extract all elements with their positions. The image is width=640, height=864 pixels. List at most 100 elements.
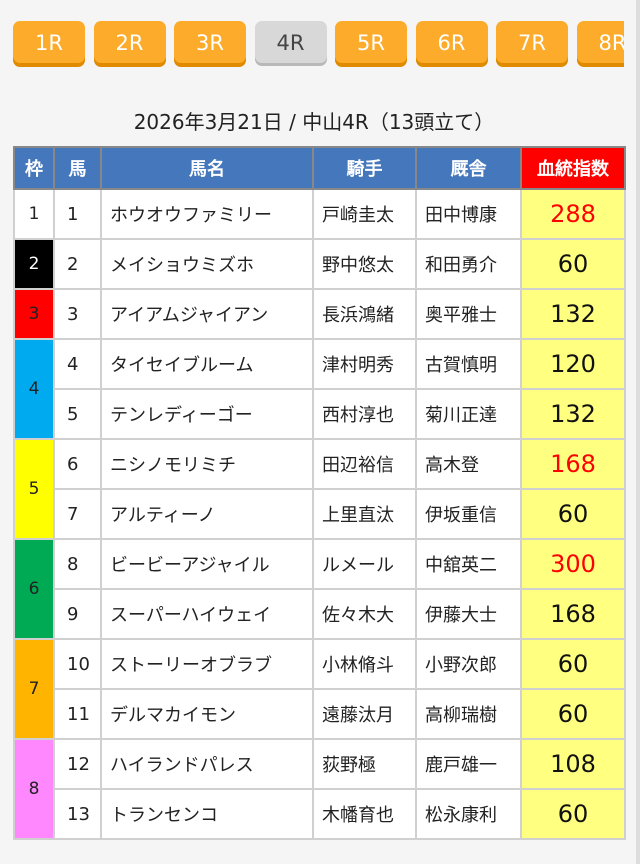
table-row: 1 1 ホウオウファミリー 戸崎圭太 田中博康 288: [13, 188, 626, 240]
jockey: 木幡育也: [312, 788, 417, 840]
horse-name[interactable]: ビービーアジャイル: [100, 538, 314, 590]
header-frame: 枠: [13, 146, 55, 190]
trainer: 鹿戸雄一: [415, 738, 522, 790]
scrollbar[interactable]: [636, 0, 640, 864]
horse-name[interactable]: デルマカイモン: [100, 688, 314, 740]
frame-cell: 1: [13, 188, 55, 240]
frame-cell: 2: [13, 238, 55, 290]
jockey: 小林脩斗: [312, 638, 417, 690]
frame-cell: 3: [13, 288, 55, 340]
table-row: 13 トランセンコ 木幡育也 松永康利 60: [14, 788, 626, 840]
race-tab-4R[interactable]: 4R: [254, 21, 327, 63]
pedigree-index: 60: [520, 488, 626, 540]
jockey: 荻野極: [312, 738, 417, 790]
trainer: 高柳瑞樹: [415, 688, 522, 740]
horse-name[interactable]: タイセイブルーム: [100, 338, 314, 390]
table-row: 7 10 ストーリーオブラブ 小林脩斗 小野次郎 60: [13, 638, 626, 740]
entry-table: 枠 馬 馬名 騎手 厩舎 血統指数 1 1 ホウオウファミリー 戸崎圭太 田中博康 288…: [13, 146, 626, 840]
horse-name[interactable]: ホウオウファミリー: [100, 188, 314, 240]
horse-number: 10: [53, 638, 102, 690]
horse-number: 9: [53, 588, 102, 640]
pedigree-index: 60: [520, 688, 626, 740]
pedigree-index: 120: [520, 338, 626, 390]
frame-cell: 4: [13, 338, 55, 440]
header-horse: 馬名: [100, 146, 314, 190]
frame-cell: 7: [13, 638, 55, 740]
table-row: 5 テンレディーゴー 西村淳也 菊川正達 132: [14, 388, 626, 440]
pedigree-index: 168: [520, 588, 626, 640]
trainer: 伊藤大士: [415, 588, 522, 640]
race-title: 2026年3月21日 / 中山4R（13頭立て）: [133, 110, 495, 134]
header-number: 馬: [53, 146, 102, 190]
jockey: 津村明秀: [312, 338, 417, 390]
trainer: 田中博康: [415, 188, 522, 240]
pedigree-index: 60: [520, 238, 626, 290]
horse-name[interactable]: テンレディーゴー: [100, 388, 314, 440]
table-row: 9 スーパーハイウェイ 佐々木大 伊藤大士 168: [14, 588, 626, 640]
horse-name[interactable]: ニシノモリミチ: [100, 438, 314, 490]
horse-number: 13: [53, 788, 102, 840]
race-tabs: 1R 2R 3R 4R 5R 6R 7R 8R: [13, 21, 624, 71]
horse-number: 8: [53, 538, 102, 590]
pedigree-index: 300: [520, 538, 626, 590]
horse-number: 6: [53, 438, 102, 490]
jockey: 西村淳也: [312, 388, 417, 440]
header-trainer: 厩舎: [415, 146, 522, 190]
trainer: 古賀慎明: [415, 338, 522, 390]
trainer: 和田勇介: [415, 238, 522, 290]
pedigree-index: 132: [520, 388, 626, 440]
horse-number: 3: [53, 288, 102, 340]
jockey: 戸崎圭太: [312, 188, 417, 240]
horse-name[interactable]: アルティーノ: [100, 488, 314, 540]
horse-name[interactable]: トランセンコ: [100, 788, 314, 840]
race-tab-2R[interactable]: 2R: [93, 21, 166, 63]
jockey: 遠藤汰月: [312, 688, 417, 740]
trainer: 菊川正達: [415, 388, 522, 440]
pedigree-index: 168: [520, 438, 626, 490]
race-tab-3R[interactable]: 3R: [174, 21, 246, 63]
horse-name[interactable]: ハイランドパレス: [100, 738, 314, 790]
race-tab-8R[interactable]: 8R: [576, 21, 624, 63]
horse-number: 4: [53, 338, 102, 390]
jockey: 上里直汰: [312, 488, 417, 540]
jockey: 田辺裕信: [312, 438, 417, 490]
pedigree-index: 288: [520, 188, 626, 240]
table-row: 11 デルマカイモン 遠藤汰月 高柳瑞樹 60: [14, 688, 626, 740]
race-tab-7R[interactable]: 7R: [496, 21, 568, 63]
trainer: 小野次郎: [415, 638, 522, 690]
header-jockey: 騎手: [312, 146, 417, 190]
pedigree-index: 60: [520, 788, 626, 840]
table-row: 5 6 ニシノモリミチ 田辺裕信 高木登 168: [13, 438, 626, 540]
table-row: 6 8 ビービーアジャイル ルメール 中舘英二 300: [13, 538, 626, 640]
race-tab-6R[interactable]: 6R: [415, 21, 488, 63]
horse-number: 12: [53, 738, 102, 790]
horse-name[interactable]: ストーリーオブラブ: [100, 638, 314, 690]
trainer: 奥平雅士: [415, 288, 522, 340]
horse-number: 7: [53, 488, 102, 540]
horse-name[interactable]: メイショウミズホ: [100, 238, 314, 290]
trainer: 伊坂重信: [415, 488, 522, 540]
pedigree-index: 132: [520, 288, 626, 340]
frame-cell: 8: [13, 738, 55, 840]
table-row: 3 3 アイアムジャイアン 長浜鴻緒 奥平雅士 132: [13, 288, 626, 340]
race-tab-1R[interactable]: 1R: [13, 21, 85, 63]
horse-number: 1: [53, 188, 102, 240]
horse-name[interactable]: アイアムジャイアン: [100, 288, 314, 340]
table-row: 4 4 タイセイブルーム 津村明秀 古賀慎明 120: [13, 338, 626, 440]
header-index: 血統指数: [520, 146, 626, 190]
pedigree-index: 60: [520, 638, 626, 690]
jockey: 長浜鴻緒: [312, 288, 417, 340]
trainer: 高木登: [415, 438, 522, 490]
horse-name[interactable]: スーパーハイウェイ: [100, 588, 314, 640]
table-row: 7 アルティーノ 上里直汰 伊坂重信 60: [14, 488, 626, 540]
jockey: 佐々木大: [312, 588, 417, 640]
jockey: 野中悠太: [312, 238, 417, 290]
table-row: 8 12 ハイランドパレス 荻野極 鹿戸雄一 108: [13, 738, 626, 840]
race-tab-5R[interactable]: 5R: [335, 21, 407, 63]
jockey: ルメール: [312, 538, 417, 590]
horse-number: 5: [53, 388, 102, 440]
pedigree-index: 108: [520, 738, 626, 790]
frame-cell: 6: [13, 538, 55, 640]
table-row: 2 2 メイショウミズホ 野中悠太 和田勇介 60: [13, 238, 626, 290]
trainer: 中舘英二: [415, 538, 522, 590]
